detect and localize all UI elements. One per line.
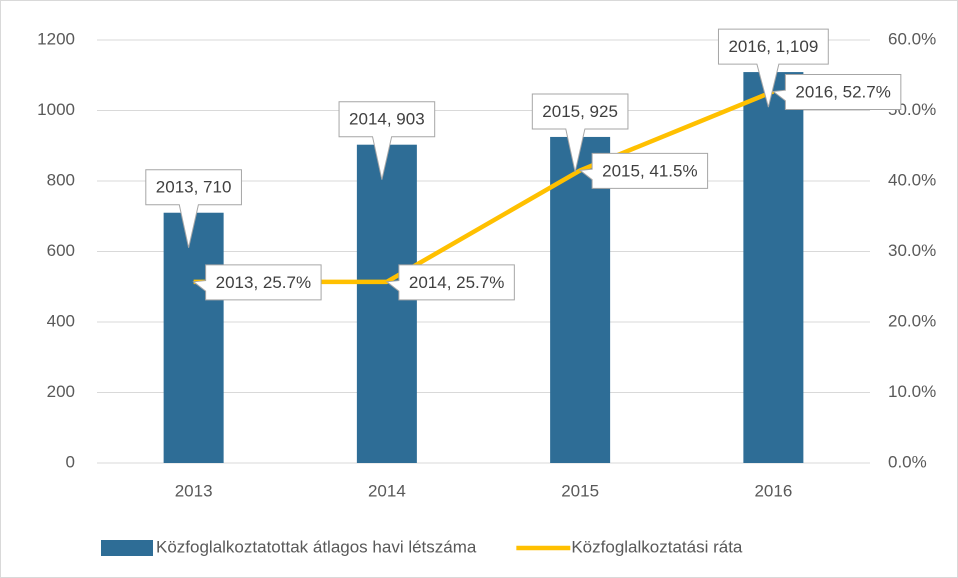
y-tick-label: 200: [47, 382, 75, 401]
y-tick-label: 0: [66, 452, 75, 471]
data-label-text: 2013, 710: [156, 178, 232, 197]
bar: [163, 212, 224, 463]
y-tick-label: 1000: [37, 100, 75, 119]
data-label: 2014, 903: [338, 101, 436, 180]
data-label-callout: [192, 264, 322, 301]
data-label-callout: [385, 264, 515, 301]
bar: [356, 144, 417, 463]
data-label-callout: [338, 101, 436, 180]
x-tick-label: 2016: [754, 481, 792, 500]
data-label-text: 2016, 1,109: [728, 37, 818, 56]
data-label-callout: [772, 73, 902, 110]
y-tick-label: 400: [47, 311, 75, 330]
y2-tick-label: 0.0%: [888, 452, 927, 471]
y2-tick-label: 20.0%: [888, 311, 936, 330]
y2-tick-label: 30.0%: [888, 241, 936, 260]
data-label: 2013, 710: [145, 169, 242, 248]
data-label-text: 2014, 25.7%: [409, 273, 504, 292]
data-label-callout: [717, 28, 829, 108]
data-label-text: 2014, 903: [349, 110, 425, 129]
data-label-text: 2015, 41.5%: [602, 161, 697, 180]
data-label-text: 2013, 25.7%: [216, 273, 311, 292]
bar: [550, 136, 611, 463]
x-tick-label: 2015: [561, 481, 599, 500]
bar: [743, 72, 804, 463]
data-label: 2016, 52.7%: [772, 73, 902, 110]
data-label: 2015, 925: [531, 93, 629, 173]
y-tick-label: 800: [47, 170, 75, 189]
y-tick-label: 1200: [37, 29, 75, 48]
data-label-callout: [145, 169, 242, 248]
data-label-callout: [578, 152, 709, 189]
y-tick-label: 600: [47, 241, 75, 260]
x-tick-label: 2014: [368, 481, 406, 500]
y2-tick-label: 10.0%: [888, 382, 936, 401]
y2-tick-label: 60.0%: [888, 29, 936, 48]
x-tick-label: 2013: [175, 481, 213, 500]
data-label-callout: [531, 93, 629, 173]
data-label-text: 2016, 52.7%: [795, 82, 890, 101]
data-label: 2015, 41.5%: [578, 152, 709, 189]
data-label: 2016, 1,109: [717, 28, 829, 108]
data-label: 2014, 25.7%: [385, 264, 515, 301]
legend-swatch: [101, 540, 153, 556]
legend-label: Közfoglalkoztatottak átlagos havi létszá…: [156, 537, 477, 556]
legend-label: Közfoglalkoztatási ráta: [571, 537, 743, 556]
y2-tick-label: 40.0%: [888, 170, 936, 189]
data-label: 2013, 25.7%: [192, 264, 322, 301]
data-label-text: 2015, 925: [542, 102, 618, 121]
